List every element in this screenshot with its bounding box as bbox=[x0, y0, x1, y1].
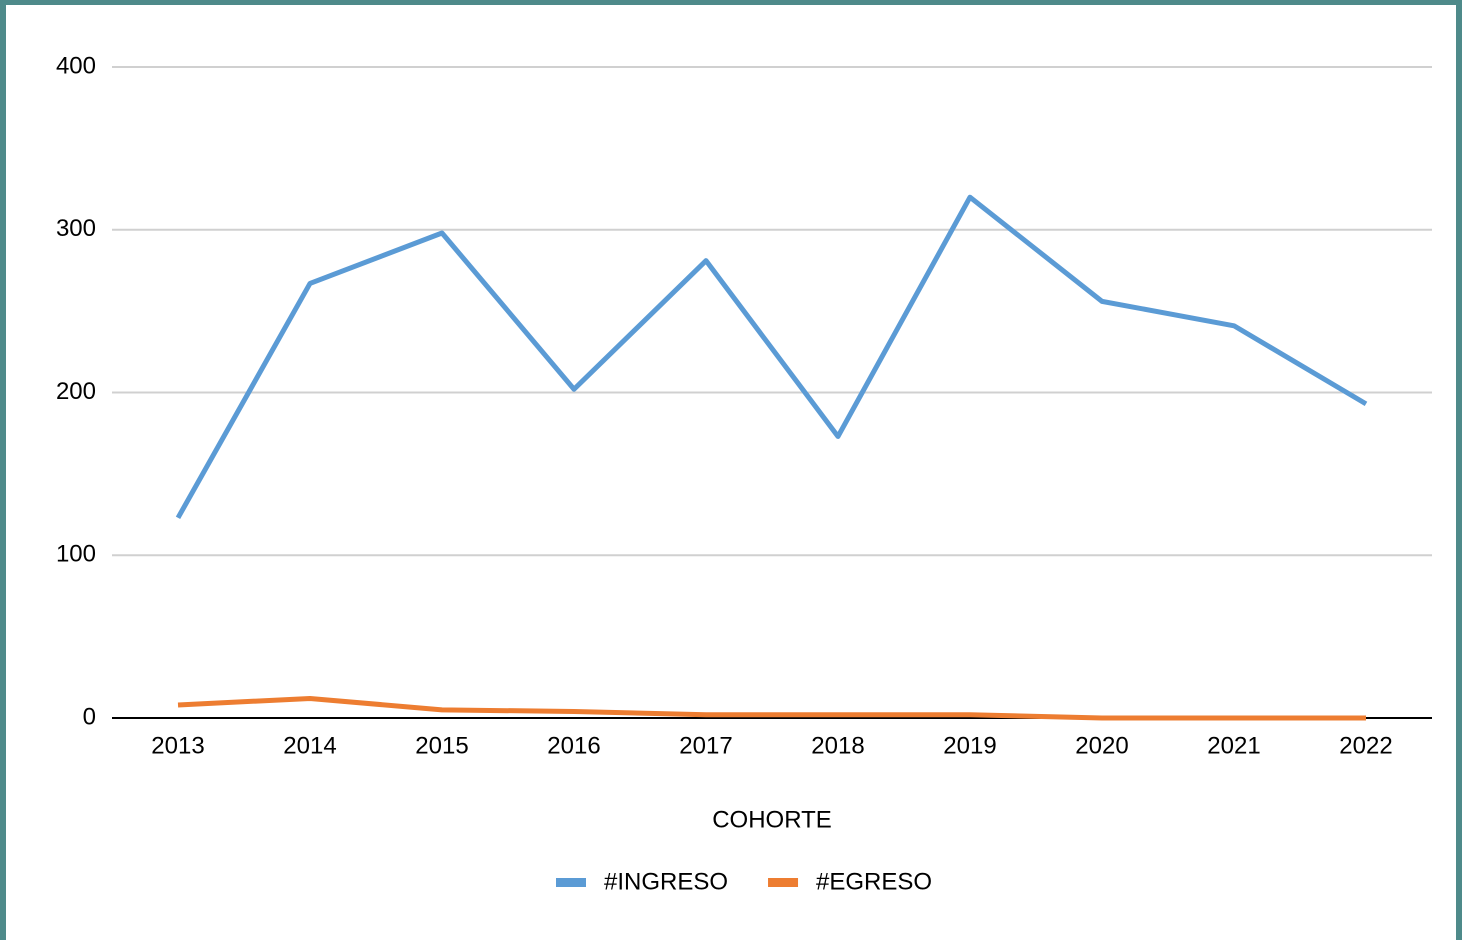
x-tick-label: 2021 bbox=[1207, 732, 1260, 759]
legend-label: #EGRESO bbox=[816, 868, 932, 895]
y-tick-label: 200 bbox=[56, 378, 96, 405]
x-tick-label: 2015 bbox=[415, 732, 468, 759]
x-tick-label: 2019 bbox=[943, 732, 996, 759]
y-tick-label: 400 bbox=[56, 52, 96, 79]
series-line bbox=[175, 194, 1368, 520]
series-line bbox=[177, 695, 1366, 721]
y-tick-label: 100 bbox=[56, 541, 96, 568]
x-tick-label: 2017 bbox=[679, 732, 732, 759]
x-tick-label: 2014 bbox=[283, 732, 336, 759]
y-tick-label: 0 bbox=[83, 703, 96, 730]
chart-frame bbox=[6, 5, 1456, 940]
legend-swatch bbox=[556, 878, 586, 887]
x-tick-label: 2016 bbox=[547, 732, 600, 759]
y-tick-label: 300 bbox=[56, 215, 96, 242]
x-tick-label: 2018 bbox=[811, 732, 864, 759]
legend-swatch bbox=[768, 878, 799, 887]
x-axis-label: COHORTE bbox=[712, 806, 832, 833]
x-tick-label: 2020 bbox=[1075, 732, 1128, 759]
legend-label: #INGRESO bbox=[604, 868, 728, 895]
x-tick-label: 2013 bbox=[151, 732, 204, 759]
x-tick-label: 2022 bbox=[1339, 732, 1392, 759]
